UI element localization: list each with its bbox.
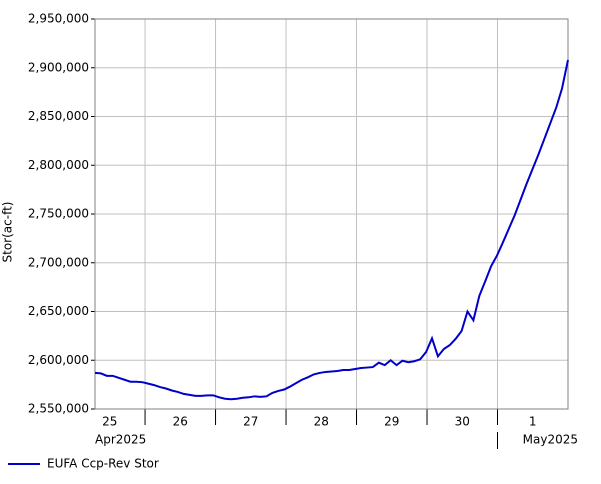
legend-label: EUFA Ccp-Rev Stor [47, 457, 159, 471]
x-tick-label: 26 [173, 415, 188, 429]
y-tick-label: 2,850,000 [28, 109, 89, 123]
plot-frame [94, 18, 569, 410]
period-label: Apr2025 [95, 433, 146, 447]
y-tick-label: 2,700,000 [28, 255, 89, 269]
series-line [94, 59, 569, 401]
y-tick-label: 2,650,000 [28, 304, 89, 318]
x-tick-label: 30 [455, 415, 470, 429]
x-tick-label: 1 [529, 415, 537, 429]
x-tick-label: 28 [314, 415, 329, 429]
y-tick-label: 2,750,000 [28, 207, 89, 221]
y-tick-label: 2,950,000 [28, 12, 89, 26]
y-axis-label: Stor(ac-ft) [1, 202, 15, 263]
x-tick-label: 27 [243, 415, 258, 429]
x-tick-label: 25 [102, 415, 117, 429]
y-tick-label: 2,600,000 [28, 353, 89, 367]
period-label: May2025 [523, 433, 578, 447]
y-tick-label: 2,800,000 [28, 158, 89, 172]
y-tick-label: 2,550,000 [28, 402, 89, 416]
x-tick-label: 29 [384, 415, 399, 429]
y-tick-label: 2,900,000 [28, 60, 89, 74]
